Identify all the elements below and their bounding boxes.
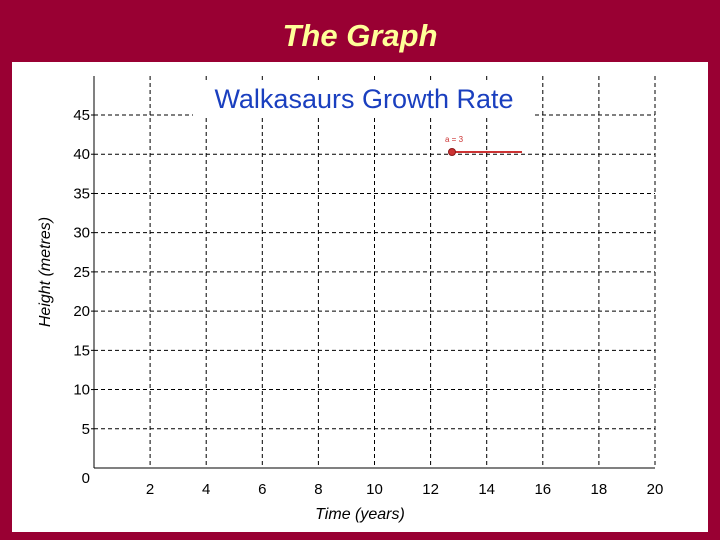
chart-title-backing (193, 82, 535, 116)
x-tick-label: 16 (534, 481, 551, 498)
slide-content-area (12, 62, 708, 532)
x-tick-label: 4 (202, 481, 210, 498)
x-tick-label: 14 (478, 481, 495, 498)
y-tick-label: 30 (73, 225, 90, 242)
y-tick-label: 20 (73, 303, 90, 320)
x-axis-label: Time (years) (315, 506, 405, 523)
y-tick-label: 10 (73, 382, 90, 399)
x-tick-label: 12 (422, 481, 439, 498)
y-tick-label: 25 (73, 264, 90, 281)
chart-title: Walkasaurs Growth Rate (214, 84, 513, 114)
y-tick-label: 45 (73, 107, 90, 124)
x-tick-label: 18 (591, 481, 608, 498)
y-tick-label: 5 (82, 421, 90, 438)
x-tick-label: 10 (366, 481, 383, 498)
slider-label: a = 3 (445, 135, 464, 144)
x-tick-label: 2 (146, 481, 154, 498)
slide-title: The Graph (282, 18, 438, 53)
slider-knob[interactable] (448, 148, 456, 156)
y-axis-label: Height (metres) (37, 217, 54, 327)
y-tick-label: 40 (73, 146, 90, 163)
x-tick-label: 20 (647, 481, 664, 498)
y-tick-label: 35 (73, 185, 90, 202)
x-tick-label: 6 (258, 481, 266, 498)
x-tick-label: 8 (314, 481, 322, 498)
y-tick-label: 0 (82, 470, 90, 487)
y-tick-label: 15 (73, 342, 90, 359)
slide-title-band: The Graph (12, 10, 708, 62)
